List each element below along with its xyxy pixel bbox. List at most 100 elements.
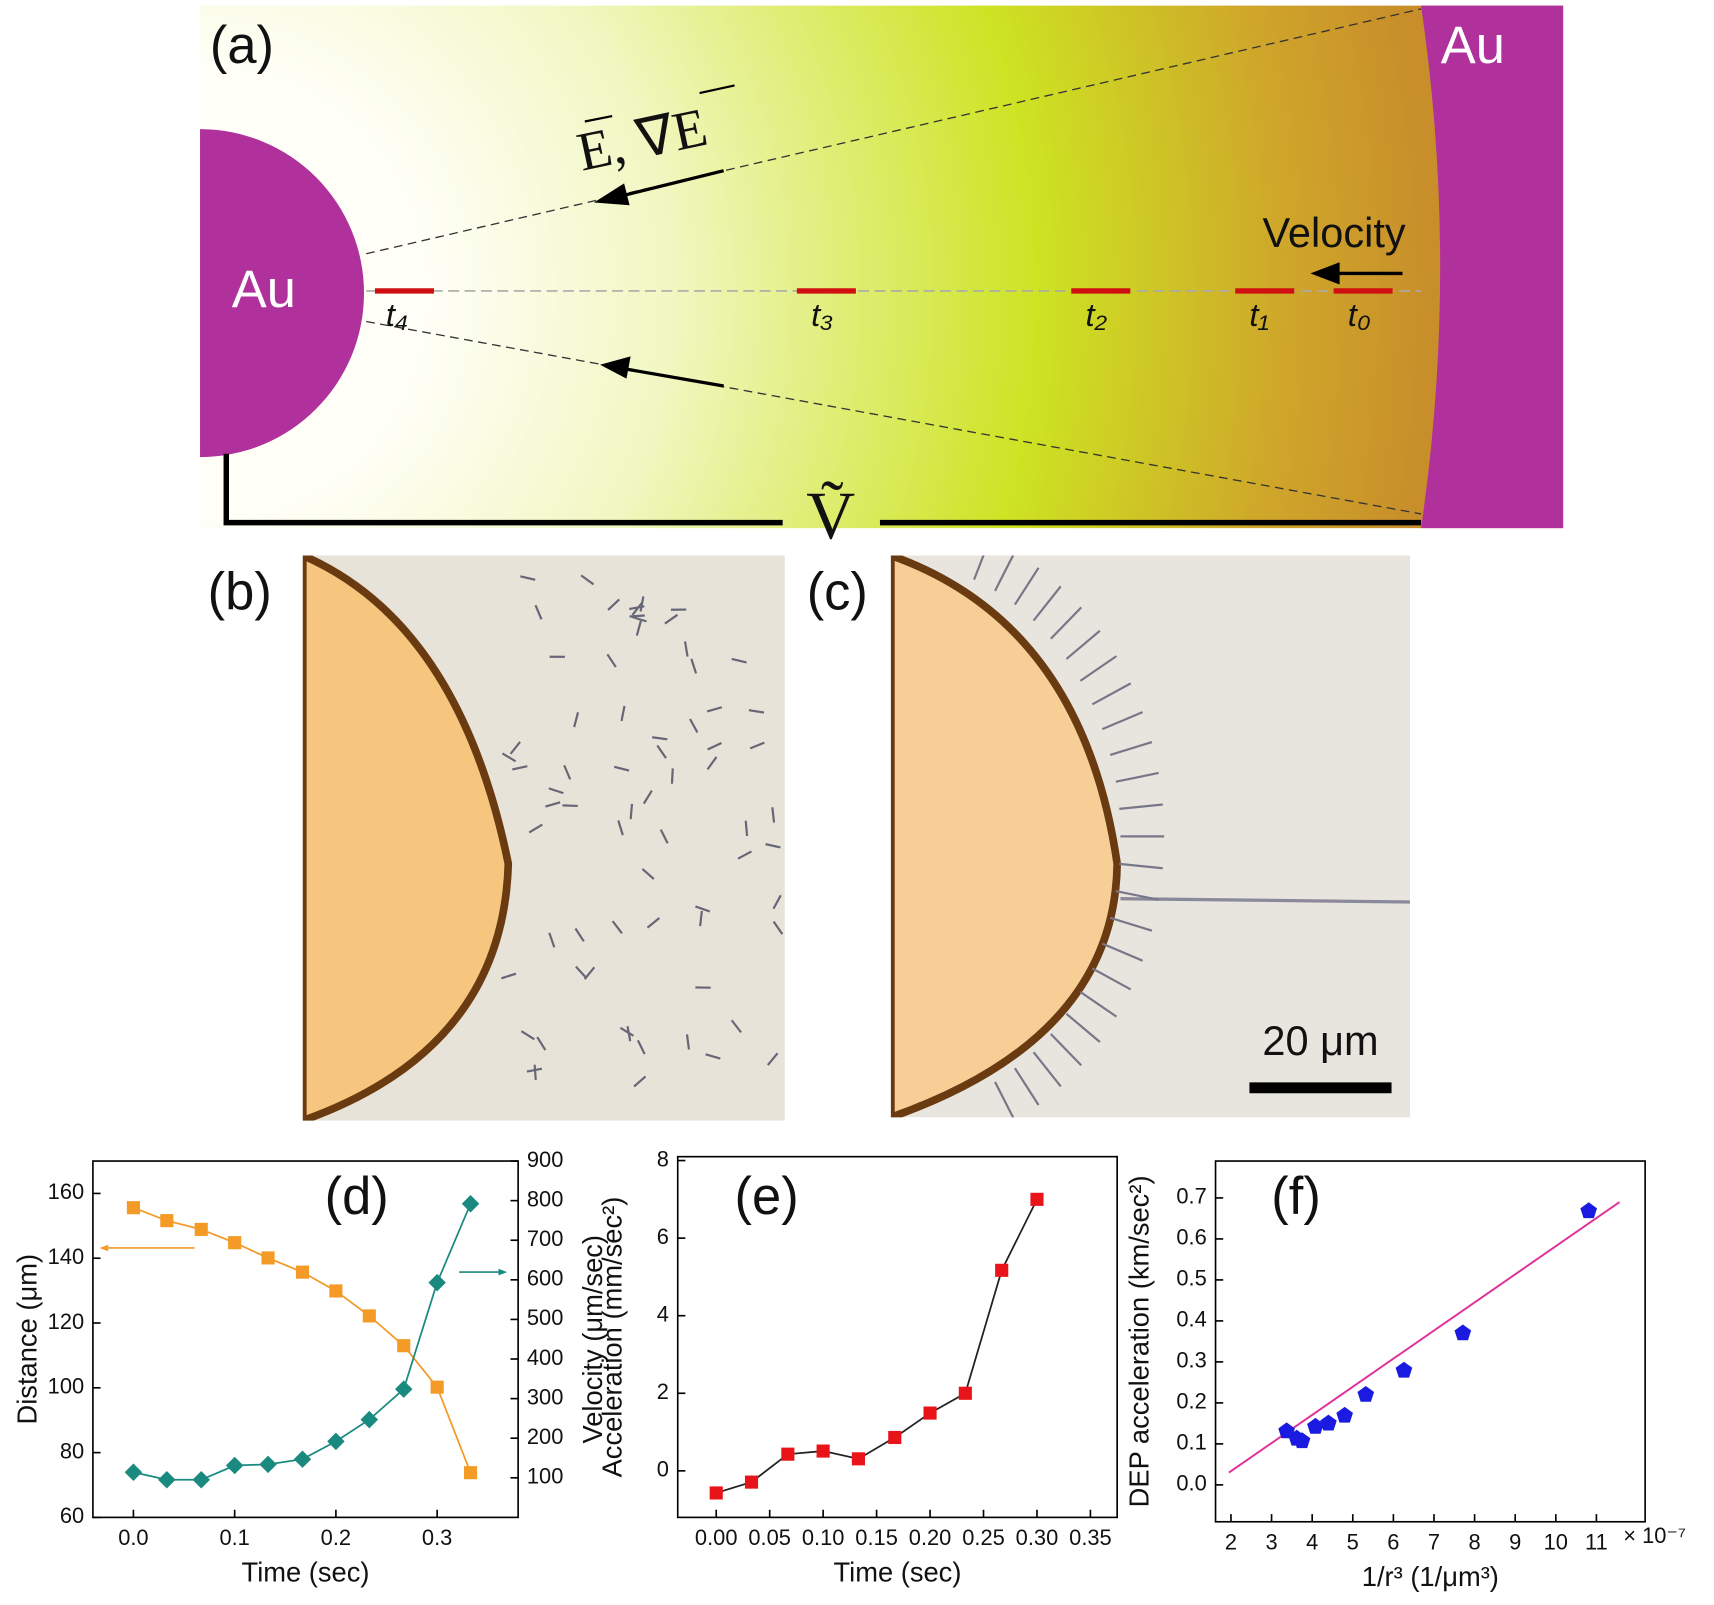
nanowire [533,1064,537,1081]
y-tick-label: 8 [657,1146,669,1171]
nanowire [670,768,674,784]
nanowire [1013,567,1040,606]
y-axis-label: Distance (μm) [12,1254,43,1425]
nanowire [520,1030,535,1041]
x-tick-label: 0.2 [321,1525,351,1550]
nanowire [1079,655,1118,682]
y-tick-label: 80 [60,1438,84,1463]
nanowire [501,752,517,763]
arrow-head [600,356,631,379]
x-tick-label: 4 [1306,1529,1318,1554]
nanowire [646,917,661,929]
nanowire [629,803,634,820]
charts: 0.0 0.1 0.2 0.36080100120140160100200300400… [12,1146,1686,1592]
field-line [366,320,1422,515]
y-tick-label: 0 [657,1457,669,1482]
marker [781,1447,795,1461]
y-tick-label: 120 [48,1309,84,1334]
nanowire [611,920,623,934]
nanowire [685,1034,691,1050]
nanowire [772,920,784,935]
x-tick-label: 0.1 [219,1525,249,1550]
marker [228,1236,242,1250]
y-tick-label: 0.3 [1176,1348,1206,1373]
nanowire [607,598,620,611]
marker [397,1339,411,1353]
au-label: Au [1441,17,1505,75]
nanowire [766,1052,779,1066]
x-tick-label: 2 [1225,1529,1237,1554]
time-labels: t₄ t₃ t₂ t₁ t₀ [386,296,1371,333]
nanowire [512,765,528,771]
marker [192,1471,210,1489]
nanowire [641,868,655,880]
nanowire [748,709,765,714]
marker [1357,1385,1375,1402]
nanowire [1065,1013,1101,1043]
nanowire [606,653,617,668]
x-tick-label: 5 [1347,1529,1359,1554]
nanowire [994,1081,1015,1118]
arrow-head [593,183,630,206]
nanowire [631,615,647,623]
vector-arrow [584,114,613,123]
panel-label: (c) [807,564,868,622]
time-label: t₁ [1249,296,1268,333]
nanowire [744,820,749,837]
marker [194,1222,208,1236]
nanowire [620,705,626,722]
electrode-right [1421,5,1564,529]
nanowire [765,843,781,849]
nanowire [659,829,669,844]
series-line [715,1198,1038,1494]
x-tick-label: 0.25 [962,1525,1005,1550]
nanowire [629,614,645,618]
chain [1120,897,1411,904]
marker [1307,1417,1324,1434]
arrow [617,169,725,199]
marker [1293,1432,1311,1449]
marker [461,1195,480,1213]
nanowire [635,620,642,636]
marker [463,1466,478,1480]
y2-tick-label: 600 [527,1266,563,1291]
marker [709,1486,723,1500]
electrode [890,555,1121,1118]
nanowire [994,555,1015,592]
electrode-left [200,129,365,458]
y2-tick-label: 300 [527,1384,563,1409]
nanowire [706,756,718,770]
nanowire [501,972,517,980]
series-line [133,1203,472,1481]
y2-axis-label: Velocity (μm/sec) [577,1235,608,1443]
marker [327,1432,345,1451]
y-tick-label: 140 [48,1244,84,1269]
x-tick-label: 0.0 [118,1525,148,1550]
x-tick-label: 0.10 [802,1525,845,1550]
nanowire [1119,803,1163,810]
x-tick-label: 6 [1387,1529,1399,1554]
nanowire [626,1025,632,1042]
nanowire [1115,771,1159,783]
y-tick-label: 2 [657,1379,669,1404]
chart: 0.0 0.1 0.2 0.3 60 80 100 120 140 160 100 200 300 400… [12,1147,608,1588]
nanowire [730,1019,742,1034]
y2-tick-label: 900 [527,1147,563,1172]
nanowire [520,575,536,581]
y2-tick-label: 100 [527,1464,563,1489]
x-tick-label: 3 [1265,1529,1277,1554]
nanowire [575,965,588,979]
x-tick-label: 0.00 [695,1525,738,1550]
y-tick-label: 0.7 [1176,1184,1206,1209]
x-tick-label: 0.20 [909,1525,952,1550]
marker [1320,1414,1337,1431]
nanowire [1101,711,1144,731]
nanowire [1109,741,1153,757]
nanowire [629,605,645,611]
nanowire [664,613,679,625]
marker [360,1410,379,1429]
nanowire [1050,1033,1083,1067]
nanowires [973,555,1165,1118]
